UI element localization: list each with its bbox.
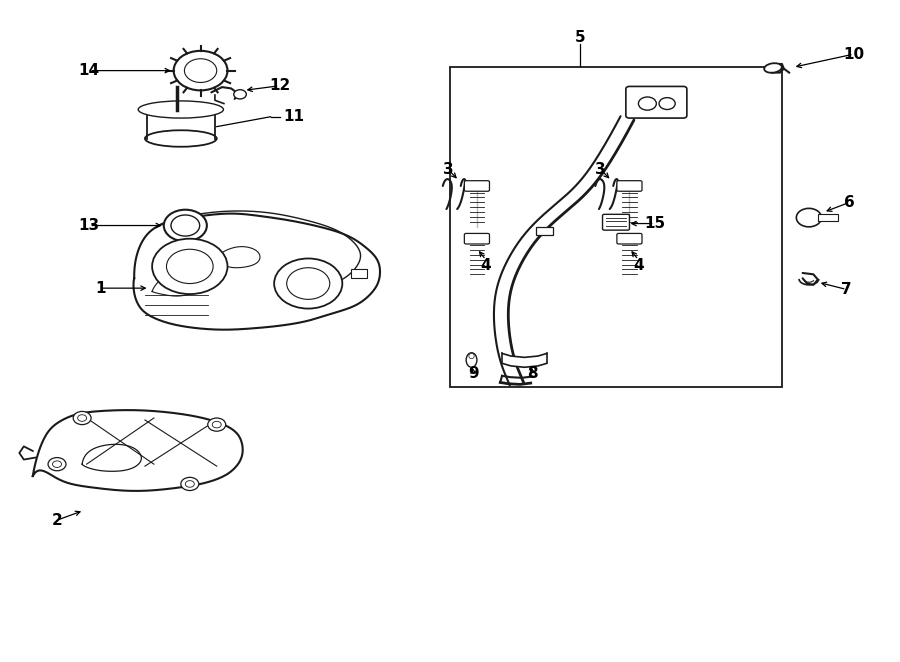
Circle shape [171, 215, 200, 236]
Text: 11: 11 [284, 109, 304, 124]
Text: 9: 9 [468, 366, 479, 381]
Circle shape [208, 418, 226, 431]
Text: 2: 2 [51, 512, 62, 528]
Text: 3: 3 [443, 162, 454, 177]
Bar [450, 68, 782, 387]
Circle shape [152, 239, 228, 294]
FancyBboxPatch shape [626, 87, 687, 118]
Text: 4: 4 [633, 258, 643, 273]
FancyBboxPatch shape [464, 234, 490, 244]
Text: 1: 1 [94, 281, 105, 296]
Bar [536, 227, 553, 235]
Ellipse shape [139, 101, 223, 118]
Circle shape [77, 414, 86, 421]
Ellipse shape [469, 354, 474, 359]
Ellipse shape [145, 102, 217, 117]
Bar [351, 269, 367, 278]
Circle shape [184, 59, 217, 83]
Circle shape [287, 267, 329, 299]
Circle shape [181, 477, 199, 491]
Ellipse shape [764, 63, 782, 73]
Bar [818, 214, 838, 221]
Text: 13: 13 [79, 218, 100, 233]
Circle shape [174, 51, 228, 91]
Circle shape [48, 457, 66, 471]
FancyBboxPatch shape [616, 181, 642, 191]
Circle shape [166, 250, 213, 283]
Circle shape [212, 421, 221, 428]
Circle shape [274, 258, 342, 308]
Ellipse shape [466, 353, 477, 367]
Circle shape [73, 411, 91, 424]
Circle shape [659, 97, 675, 109]
Text: 14: 14 [79, 63, 100, 78]
Text: 3: 3 [596, 162, 606, 177]
Circle shape [52, 461, 61, 467]
Text: 12: 12 [269, 78, 290, 93]
Text: 5: 5 [575, 30, 585, 45]
Circle shape [638, 97, 656, 110]
FancyBboxPatch shape [464, 181, 490, 191]
Circle shape [185, 481, 194, 487]
FancyBboxPatch shape [602, 214, 629, 230]
Text: 10: 10 [843, 46, 864, 62]
Text: 8: 8 [527, 366, 538, 381]
Circle shape [164, 210, 207, 242]
Text: 6: 6 [844, 195, 855, 210]
FancyBboxPatch shape [616, 234, 642, 244]
Text: 7: 7 [842, 282, 852, 297]
Circle shape [796, 209, 822, 227]
Ellipse shape [145, 130, 217, 147]
Circle shape [234, 90, 247, 99]
Text: 4: 4 [481, 258, 491, 273]
Text: 15: 15 [644, 216, 665, 231]
